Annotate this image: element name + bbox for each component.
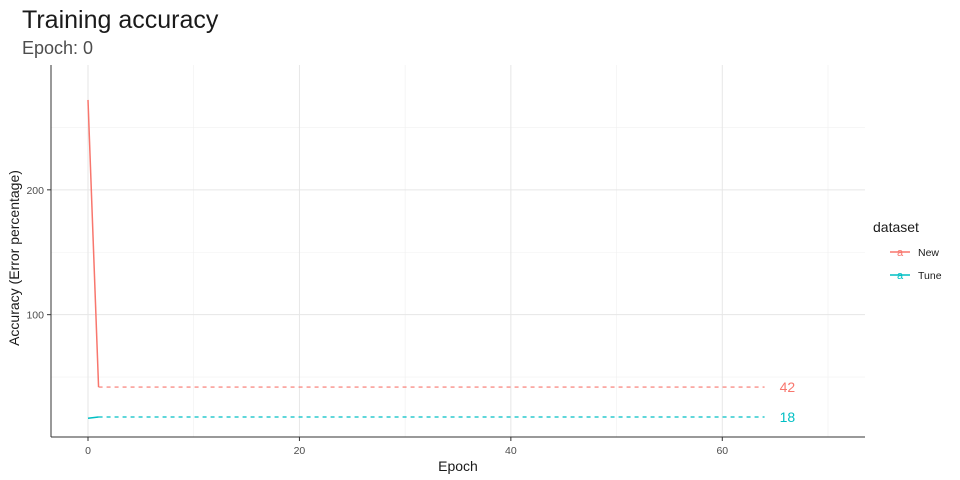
series-line-new <box>87 99 100 388</box>
axis-ticks: 0 20 40 60 100 200 <box>26 185 728 457</box>
chart-subtitle: Epoch: 0 <box>22 38 93 58</box>
legend-label-tune: Tune <box>918 270 942 282</box>
y-tick-label: 100 <box>26 310 44 322</box>
legend-title: dataset <box>873 219 919 235</box>
plot-panel: 0 20 40 60 100 200 42 18 <box>26 65 865 457</box>
legend-key-glyph: a <box>897 247 904 259</box>
legend-key-glyph: a <box>897 270 904 282</box>
x-tick-label: 40 <box>505 445 517 457</box>
y-axis-label: Accuracy (Error percentage) <box>6 170 22 346</box>
legend-key-tune: a <box>890 270 910 282</box>
y-tick-label: 200 <box>26 185 44 197</box>
series-line-tune <box>87 416 99 420</box>
legend-label-new: New <box>918 247 939 259</box>
chart-title: Training accuracy <box>22 6 219 34</box>
legend: dataset a New a Tune <box>873 219 942 282</box>
x-tick-label: 20 <box>294 445 306 457</box>
x-tick-label: 60 <box>716 445 728 457</box>
legend-key-new: a <box>890 247 910 259</box>
end-label-new: 42 <box>780 379 796 395</box>
series-layer: 42 18 <box>87 99 796 425</box>
x-tick-label: 0 <box>85 445 91 457</box>
x-axis-label: Epoch <box>438 458 478 474</box>
end-label-tune: 18 <box>780 409 796 425</box>
gridlines <box>51 65 865 437</box>
